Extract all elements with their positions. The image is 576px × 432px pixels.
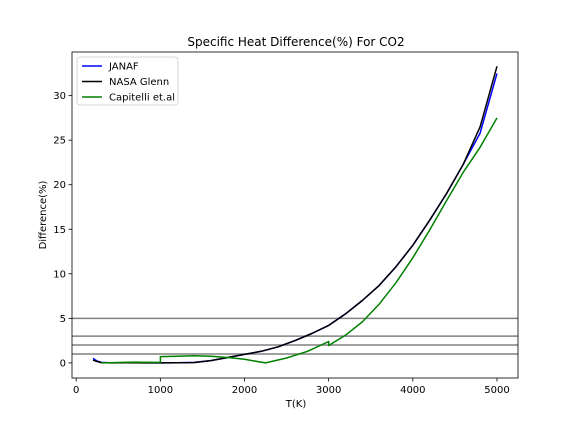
series-line-2 bbox=[101, 117, 498, 364]
legend-label-2: Capitelli et.al bbox=[109, 93, 175, 104]
legend-label-0: JANAF bbox=[108, 62, 139, 73]
y-tick-label: 0 bbox=[60, 358, 66, 369]
x-tick-label: 2000 bbox=[232, 385, 257, 396]
x-tick-label: 4000 bbox=[400, 385, 425, 396]
chart-title: Specific Heat Difference(%) For CO2 bbox=[187, 35, 404, 49]
y-tick-label: 10 bbox=[53, 269, 66, 280]
reference-lines bbox=[72, 317, 518, 355]
legend: JANAF NASA Glenn Capitelli et.al bbox=[76, 56, 179, 106]
y-tick-label: 15 bbox=[53, 225, 66, 236]
x-axis-ticks: 0 1000 2000 3000 4000 5000 bbox=[73, 378, 510, 396]
plot-area-frame bbox=[71, 51, 519, 379]
y-tick-label: 5 bbox=[60, 314, 66, 325]
y-tick-label: 25 bbox=[53, 136, 66, 147]
x-tick-label: 0 bbox=[73, 385, 79, 396]
legend-label-1: NASA Glenn bbox=[109, 77, 169, 88]
x-tick-label: 3000 bbox=[316, 385, 341, 396]
y-tick-label: 20 bbox=[53, 180, 66, 191]
y-tick-label: 30 bbox=[53, 91, 66, 102]
x-tick-label: 5000 bbox=[484, 385, 509, 396]
y-axis-ticks: 0 5 10 15 20 25 30 bbox=[53, 91, 72, 369]
legend-box bbox=[76, 56, 179, 106]
x-axis-label: T(K) bbox=[285, 399, 307, 410]
series-lines bbox=[92, 66, 498, 364]
x-tick-label: 1000 bbox=[148, 385, 173, 396]
y-axis-label: Difference(%) bbox=[38, 180, 49, 249]
